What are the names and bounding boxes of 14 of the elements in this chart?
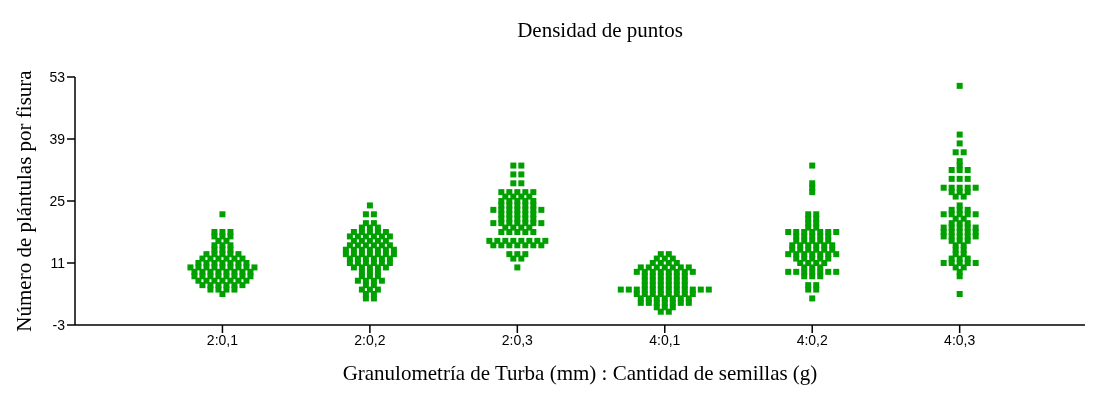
y-tick-label: 39 bbox=[49, 130, 66, 147]
x-tick-label: 4:0,3 bbox=[944, 331, 976, 348]
y-tick-label: 53 bbox=[49, 68, 66, 85]
y-tick-label: 11 bbox=[50, 254, 66, 271]
x-tick-label: 4:0,1 bbox=[649, 331, 681, 348]
x-axis-title: Granulometría de Turba (mm) : Cantidad de semillas (g) bbox=[342, 361, 818, 385]
x-tick-label: 2:0,2 bbox=[354, 331, 386, 348]
x-tick-label: 2:0,1 bbox=[206, 331, 239, 348]
x-tick-label: 2:0,3 bbox=[501, 331, 534, 348]
chart-title: Densidad de puntos bbox=[517, 18, 683, 42]
x-tick-label: 4:0,2 bbox=[796, 331, 829, 348]
y-tick-label: 25 bbox=[49, 192, 66, 209]
y-tick-label: -3 bbox=[52, 316, 66, 333]
y-axis-title: Número de plántulas por fisura bbox=[12, 69, 37, 332]
